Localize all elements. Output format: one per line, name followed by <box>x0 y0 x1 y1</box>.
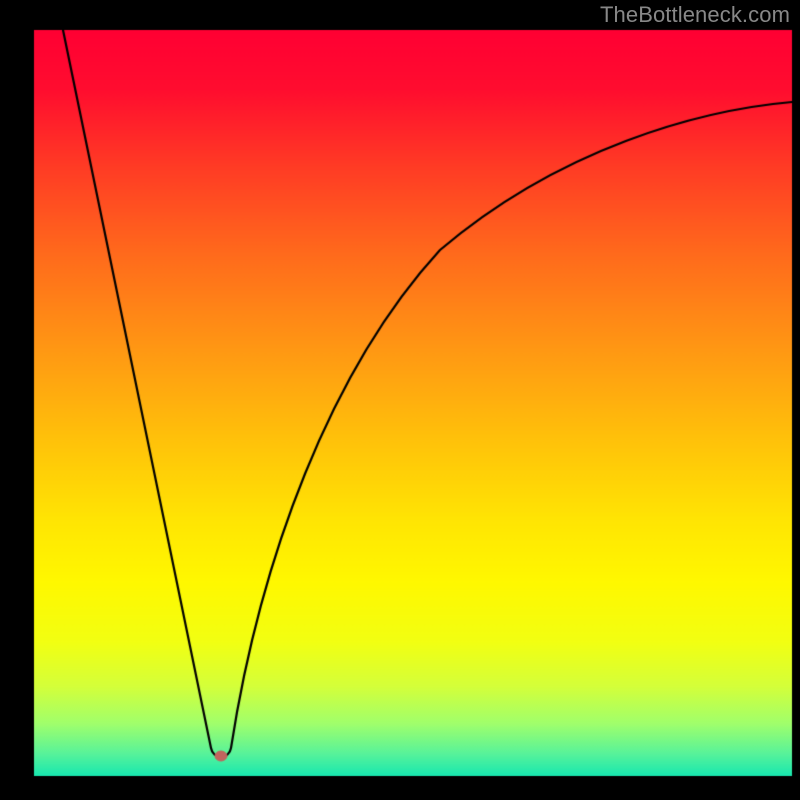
chart-wrapper: TheBottleneck.com <box>0 0 800 800</box>
watermark: TheBottleneck.com <box>600 2 790 28</box>
bottleneck-chart-canvas <box>0 0 800 800</box>
